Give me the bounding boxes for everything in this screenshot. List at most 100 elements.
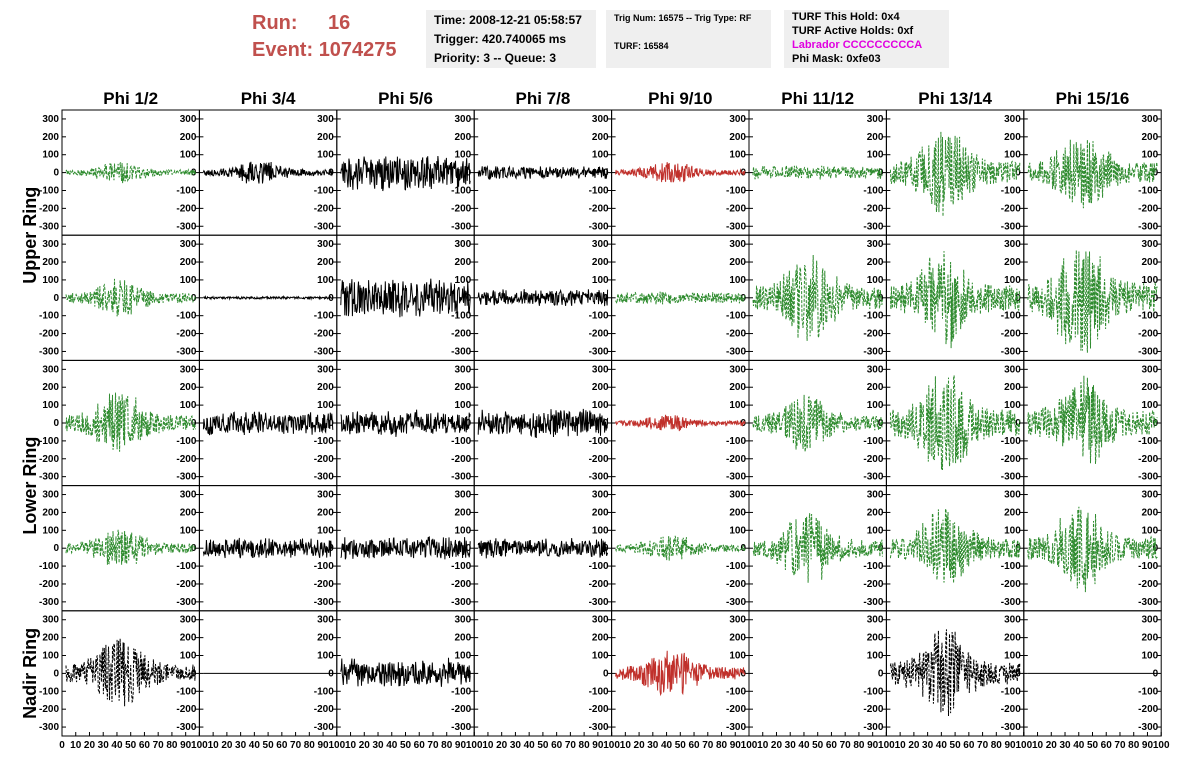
run-label: Run: (252, 12, 298, 34)
y-tick-label: -300 (314, 346, 334, 357)
x-tick-label: 30 (922, 740, 934, 751)
y-tick-label: 200 (867, 257, 884, 268)
y-tick-label: -200 (1001, 203, 1021, 214)
x-tick-label: 20 (359, 740, 371, 751)
y-tick-label: -100 (314, 185, 334, 196)
x-tick-label: 80 (991, 740, 1003, 751)
y-tick-label: 200 (180, 507, 197, 518)
y-tick-label: 200 (592, 257, 609, 268)
x-tick-label: 30 (372, 740, 384, 751)
y-tick-label: 200 (1004, 132, 1021, 143)
waveform-trace (1027, 139, 1158, 209)
y-tick-label: -300 (1138, 597, 1158, 608)
y-tick-label: 100 (592, 400, 609, 411)
y-tick-label: -300 (451, 472, 471, 483)
turf-text: TURF: 16584 (614, 41, 669, 51)
y-tick-label: 300 (729, 490, 746, 501)
row-header-upper-ring: Upper Ring (20, 187, 40, 284)
y-tick-label: 100 (42, 275, 59, 286)
y-tick-label: 300 (42, 239, 59, 250)
y-tick-label: 300 (1142, 239, 1159, 250)
waveform-trace (1027, 375, 1158, 464)
y-tick-label: 300 (317, 490, 334, 501)
y-tick-label: 100 (42, 525, 59, 536)
y-tick-label: 200 (729, 633, 746, 644)
y-tick-label: 100 (1004, 525, 1021, 536)
x-tick-label: 10 (208, 740, 220, 751)
x-tick-label: 40 (1073, 740, 1085, 751)
y-tick-label: 300 (729, 615, 746, 626)
x-tick-label: 20 (1046, 740, 1058, 751)
y-tick-label: -200 (1001, 579, 1021, 590)
y-tick-label: -200 (39, 579, 59, 590)
y-tick-label: -200 (451, 704, 471, 715)
y-tick-label: 200 (867, 633, 884, 644)
waveform-trace (615, 414, 746, 432)
y-tick-label: 200 (42, 507, 59, 518)
y-tick-label: -100 (451, 436, 471, 447)
y-tick-label: 100 (180, 525, 197, 536)
y-tick-label: -100 (726, 686, 746, 697)
waveform-trace (752, 513, 883, 583)
x-tick-label: 70 (290, 740, 302, 751)
y-tick-label: 100 (729, 651, 746, 662)
x-tick-label: 10 (482, 740, 494, 751)
x-tick-label: 90 (1142, 740, 1154, 751)
y-tick-label: 300 (592, 364, 609, 375)
x-tick-label: 60 (688, 740, 700, 751)
waveform-trace (203, 294, 333, 301)
waveform-trace (1027, 506, 1158, 593)
x-tick-label: 40 (386, 740, 398, 751)
y-tick-label: 100 (1142, 651, 1159, 662)
y-tick-label: 200 (1142, 132, 1159, 143)
waveform-trace (477, 164, 609, 181)
y-tick-label: -300 (589, 722, 609, 733)
panel-frame (473, 610, 613, 737)
x-tick-label: 10 (70, 740, 82, 751)
y-tick-label: -300 (589, 472, 609, 483)
y-tick-label: 0 (878, 668, 884, 679)
x-tick-label: 60 (139, 740, 151, 751)
column-header-6: Phi 11/12 (781, 89, 854, 108)
trigger-text: Trigger: 420.740065 ms (434, 32, 567, 46)
y-tick-label: 100 (867, 525, 884, 536)
y-tick-label: 100 (180, 275, 197, 286)
y-tick-label: 0 (191, 543, 197, 554)
y-tick-label: -300 (1138, 722, 1158, 733)
y-tick-label: -100 (176, 686, 196, 697)
y-tick-label: 200 (729, 507, 746, 518)
y-tick-label: -100 (589, 561, 609, 572)
x-tick-label: 80 (304, 740, 316, 751)
x-tick-label: 50 (950, 740, 962, 751)
y-tick-label: 200 (1004, 507, 1021, 518)
panel-frame (748, 610, 887, 737)
y-tick-label: 300 (729, 114, 746, 125)
y-tick-label: 100 (867, 150, 884, 161)
y-tick-label: -300 (726, 597, 746, 608)
y-tick-label: 0 (53, 668, 59, 679)
y-tick-label: -100 (176, 436, 196, 447)
y-tick-label: 300 (1142, 114, 1159, 125)
y-tick-label: -100 (726, 561, 746, 572)
y-tick-label: 100 (317, 150, 334, 161)
y-tick-label: 100 (867, 651, 884, 662)
y-tick-label: 0 (1015, 168, 1021, 179)
waveform-trace (615, 535, 746, 561)
y-tick-label: -100 (39, 561, 59, 572)
y-tick-label: -100 (1001, 436, 1021, 447)
y-tick-label: -100 (176, 311, 196, 322)
waveform-trace (752, 254, 883, 341)
y-tick-label: -200 (1138, 203, 1158, 214)
y-tick-label: 100 (867, 400, 884, 411)
column-header-8: Phi 15/16 (1056, 89, 1130, 108)
y-tick-label: -100 (314, 436, 334, 447)
y-tick-label: 200 (592, 507, 609, 518)
y-tick-label: -200 (39, 203, 59, 214)
waveform-trace (889, 508, 1021, 584)
y-tick-label: 300 (42, 364, 59, 375)
x-tick-label: 80 (853, 740, 865, 751)
y-tick-label: -200 (589, 704, 609, 715)
event-value: 1074275 (318, 39, 397, 61)
panel-frame (61, 485, 200, 612)
waveform-trace (340, 409, 471, 437)
